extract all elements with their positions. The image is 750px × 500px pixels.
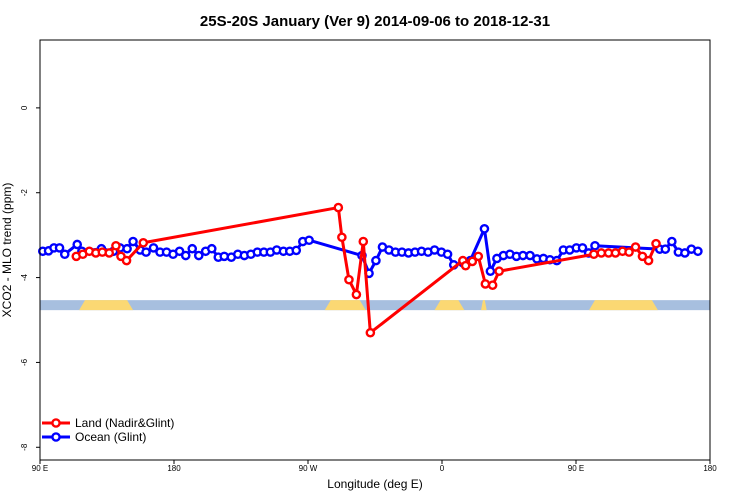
land-band: [589, 300, 658, 311]
x-tick-label: 180: [703, 464, 717, 473]
y-axis: 0 -2 -4 -6 -8: [20, 105, 40, 451]
series-line: [75, 206, 658, 335]
land-band: [434, 300, 465, 311]
ocean-band: [40, 300, 710, 311]
data-point: [487, 280, 498, 291]
data-point: [138, 237, 149, 248]
legend-marker: [51, 418, 61, 428]
x-tick-label: 180: [167, 464, 181, 473]
data-point: [344, 274, 354, 285]
legend: Land (Nadir&Glint)Ocean (Glint): [42, 416, 174, 444]
data-point: [693, 246, 703, 257]
data-point: [174, 246, 185, 257]
data-point: [72, 239, 83, 250]
land-band: [481, 300, 487, 311]
data-point: [333, 202, 344, 213]
legend-label: Land (Nadir&Glint): [75, 416, 174, 430]
series-layer: [37, 202, 703, 338]
legend-label: Ocean (Glint): [75, 430, 146, 444]
data-point: [111, 240, 121, 251]
data-point: [667, 236, 677, 247]
data-point: [148, 243, 159, 253]
data-point: [291, 245, 302, 256]
data-point: [485, 266, 496, 277]
data-point: [351, 289, 362, 300]
data-point: [187, 243, 198, 254]
data-point: [590, 240, 600, 251]
data-point: [358, 236, 369, 247]
data-point: [643, 255, 654, 266]
data-point: [680, 248, 690, 258]
legend-marker: [51, 432, 61, 442]
y-tick-label: -6: [20, 358, 29, 366]
chart-title: 25S-20S January (Ver 9) 2014-09-06 to 20…: [200, 13, 550, 30]
data-point: [371, 255, 381, 266]
data-point: [624, 247, 634, 257]
data-point: [128, 236, 138, 247]
y-tick-label: -8: [20, 443, 29, 451]
legend-item: Land (Nadir&Glint): [42, 416, 174, 430]
data-point: [467, 256, 478, 267]
land-band: [324, 300, 366, 311]
data-point: [59, 249, 70, 260]
y-tick-label: -2: [20, 189, 29, 197]
data-point: [206, 243, 217, 254]
data-point: [630, 242, 641, 252]
series-land: [71, 202, 661, 338]
data-point: [651, 238, 661, 249]
plot-frame: [39, 39, 711, 461]
data-point: [104, 248, 115, 258]
data-point: [121, 255, 132, 266]
data-point: [494, 266, 504, 277]
data-point: [337, 232, 347, 243]
landmask-bar: [40, 300, 710, 311]
data-point: [460, 260, 471, 271]
x-tick-label: 90 W: [299, 464, 318, 473]
data-point: [365, 327, 376, 338]
y-tick-label: -4: [20, 273, 29, 281]
x-axis-label: Longitude (deg E): [327, 477, 422, 491]
data-point: [473, 251, 484, 262]
data-point: [122, 243, 132, 254]
data-point: [54, 243, 65, 253]
data-point: [637, 251, 648, 262]
x-tick-label: 90 E: [32, 464, 48, 473]
data-point: [304, 235, 314, 246]
data-point: [442, 249, 453, 260]
legend-item: Ocean (Glint): [42, 430, 146, 444]
data-point: [589, 249, 599, 260]
data-point: [193, 250, 204, 261]
data-point: [577, 243, 588, 253]
data-point: [660, 244, 671, 254]
data-point: [180, 250, 191, 261]
data-point: [141, 247, 151, 257]
x-tick-label: 90 E: [568, 464, 584, 473]
x-axis: 90 E 180 90 W 0 90 E 180: [32, 460, 717, 473]
y-axis-label: XCO2 - MLO trend (ppm): [0, 183, 14, 318]
data-point: [479, 223, 490, 234]
x-tick-label: 0: [440, 464, 445, 473]
land-band: [79, 300, 134, 311]
y-tick-label: 0: [20, 105, 29, 110]
data-point: [480, 279, 491, 289]
